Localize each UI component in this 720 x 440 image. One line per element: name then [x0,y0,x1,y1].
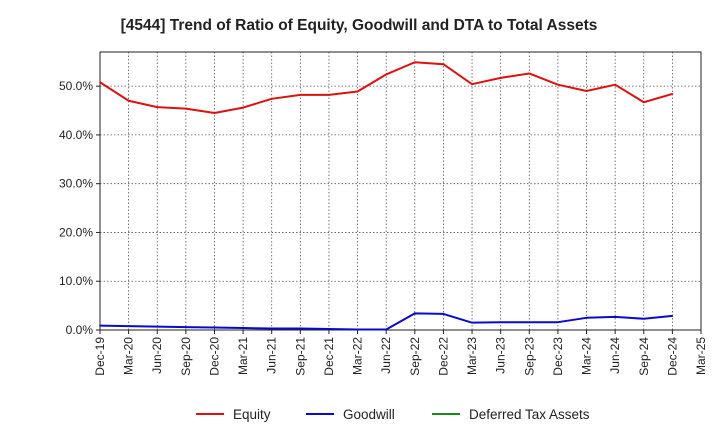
x-tick-label: Jun-20 [150,337,164,374]
data-point-goodwill [442,313,445,315]
data-point-equity [270,98,273,100]
data-point-equity [471,83,473,85]
data-point-equity [356,90,359,93]
data-point-goodwill [671,315,674,317]
legend-label-deferred-tax-assets: Deferred Tax Assets [469,407,590,422]
data-point-equity [614,83,616,86]
legend-label-equity: Equity [233,407,271,422]
data-point-goodwill [185,326,187,328]
y-tick-label: 0.0% [66,323,94,337]
data-point-goodwill [127,325,130,327]
x-tick-label: Sep-23 [522,337,536,376]
data-point-equity [385,73,387,76]
y-tick-label: 20.0% [59,225,93,239]
data-point-goodwill [557,321,559,323]
data-point-equity [99,81,101,84]
data-point-goodwill [156,325,159,328]
data-point-equity [299,94,302,96]
x-tick-label: Jun-21 [265,337,279,374]
data-point-goodwill [270,327,273,330]
x-tick-label: Dec-22 [436,337,450,376]
data-point-equity [213,112,216,114]
x-tick-label: Mar-24 [580,337,594,375]
data-point-equity [442,63,445,65]
y-tick-label: 10.0% [59,274,93,288]
data-point-goodwill [471,321,473,324]
data-point-goodwill [299,327,302,330]
data-point-goodwill [414,312,416,315]
x-tick-label: Sep-24 [637,337,651,376]
data-point-equity [528,72,531,75]
data-point-equity [642,101,645,104]
x-tick-label: Dec-21 [322,337,336,376]
data-point-goodwill [213,326,216,329]
x-tick-label: Sep-20 [179,337,193,376]
legend-label-goodwill: Goodwill [343,407,395,422]
y-tick-label: 50.0% [59,79,93,93]
data-point-equity [671,93,674,95]
data-point-goodwill [528,321,531,323]
x-tick-label: Dec-19 [93,337,107,376]
x-tick-label: Mar-20 [122,337,136,375]
x-tick-label: Jun-22 [379,337,393,374]
data-point-equity [242,106,244,109]
x-tick-label: Mar-21 [236,337,250,375]
chart-title: [4544] Trend of Ratio of Equity, Goodwil… [121,17,598,34]
x-tick-label: Sep-21 [293,337,307,376]
data-point-goodwill [356,328,359,331]
data-point-goodwill [614,316,616,318]
data-point-goodwill [642,317,645,320]
data-point-equity [585,90,588,92]
x-tick-label: Dec-20 [207,337,221,376]
x-tick-label: Dec-23 [551,337,565,376]
data-point-equity [499,77,502,79]
data-point-equity [557,83,559,86]
x-tick-label: Mar-25 [694,337,708,375]
data-point-equity [127,99,130,102]
data-point-goodwill [99,324,101,327]
x-tick-label: Jun-23 [494,337,508,374]
x-tick-label: Mar-22 [351,337,365,375]
data-point-goodwill [499,321,502,323]
data-point-goodwill [385,328,387,331]
series-lines [99,61,674,331]
x-tick-label: Dec-24 [665,337,679,376]
x-tick-label: Jun-24 [608,337,622,374]
data-point-goodwill [328,328,330,330]
data-point-equity [156,106,159,108]
data-point-equity [414,61,416,64]
gridlines [100,52,701,330]
data-point-goodwill [242,327,244,329]
data-point-equity [328,94,330,96]
x-tick-label: Sep-22 [408,337,422,376]
plot-area [99,51,702,331]
axes: 0.0% 10.0% 20.0% 30.0% 40.0% 50.0% Dec-19 Mar-2… [59,79,708,376]
y-tick-label: 40.0% [59,128,93,142]
data-point-goodwill [585,317,588,319]
data-point-equity [185,107,187,110]
x-tick-label: Mar-23 [465,337,479,375]
y-tick-label: 30.0% [59,177,93,191]
legend: Equity Goodwill Deferred Tax Assets [196,407,590,422]
